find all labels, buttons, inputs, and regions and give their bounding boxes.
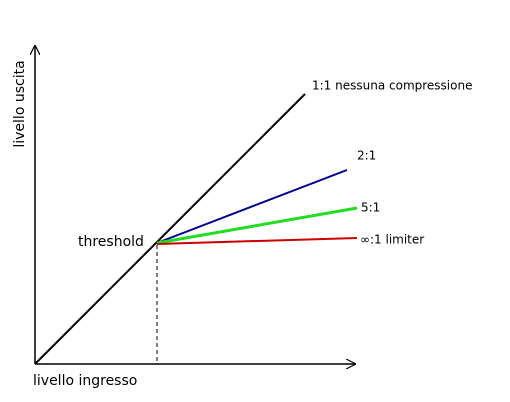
line-limiter xyxy=(156,237,358,245)
y-axis-label: livello uscita xyxy=(12,60,28,147)
line-5-1 xyxy=(156,206,358,245)
curve-label: 5:1 xyxy=(361,201,380,215)
curve-label: 1:1 nessuna compressione xyxy=(312,79,472,93)
threshold-label: threshold xyxy=(78,234,144,250)
line-1-1 xyxy=(34,93,306,365)
curve-label: 2:1 xyxy=(357,149,376,163)
line-2-1 xyxy=(156,169,348,244)
x-axis-label: livello ingresso xyxy=(33,373,137,389)
curve-label: ∞:1 limiter xyxy=(360,233,424,247)
